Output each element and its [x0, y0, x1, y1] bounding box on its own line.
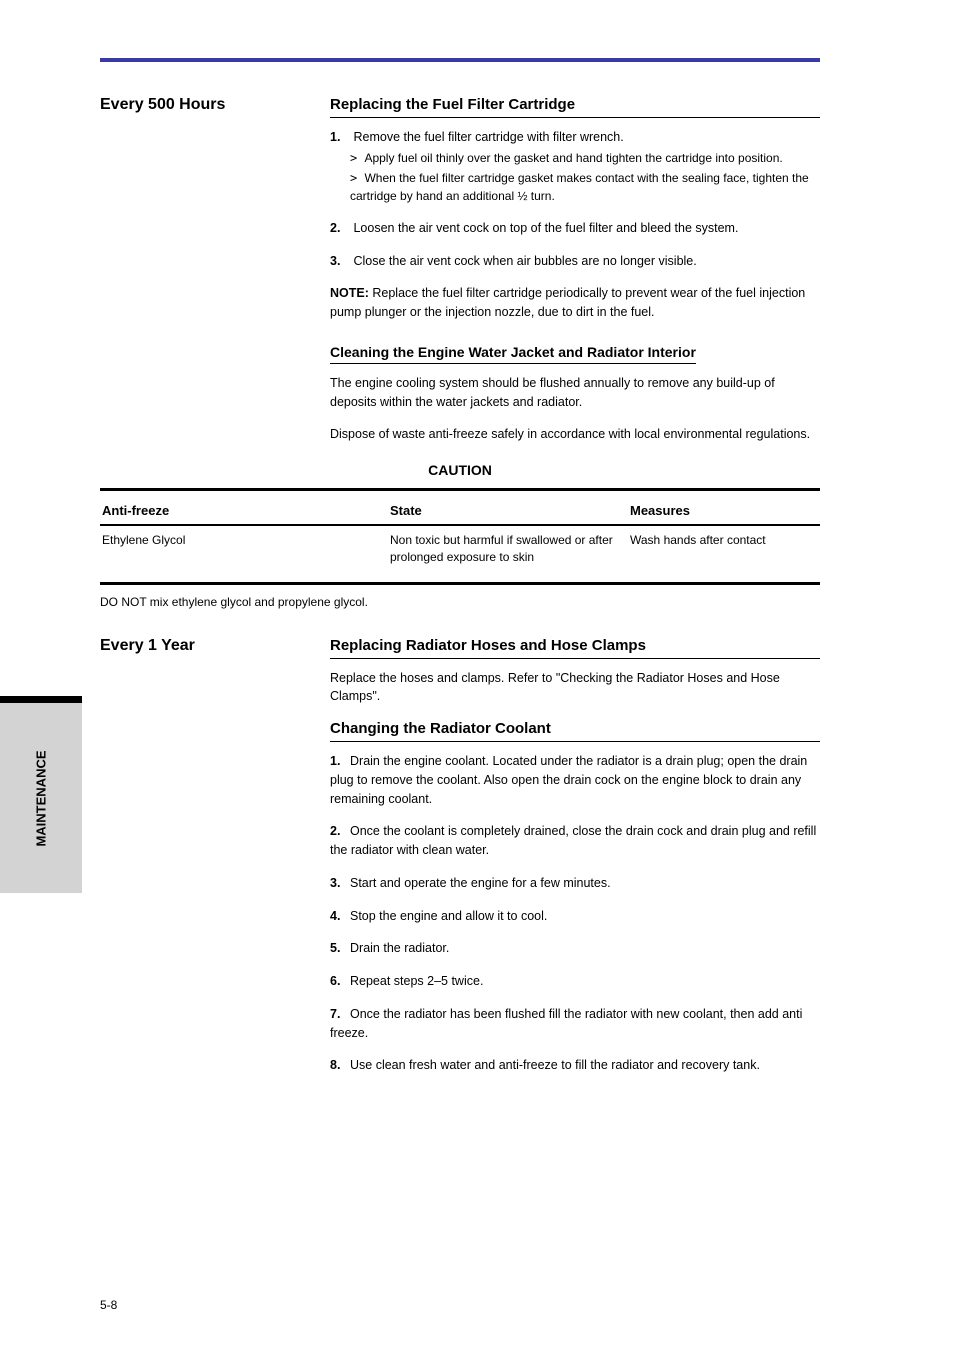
subsection-para-1: The engine cooling system should be flus… [330, 374, 820, 412]
step-text: Stop the engine and allow it to cool. [350, 909, 547, 923]
step-number: 3. [330, 874, 350, 893]
step-text: Start and operate the engine for a few m… [350, 876, 611, 890]
step-number: 7. [330, 1005, 350, 1024]
caution-rule-top [100, 488, 820, 491]
step-number: 3. [330, 252, 350, 271]
section-1-title: Replacing the Fuel Filter Cartridge [330, 96, 820, 118]
section-1-note: NOTE: Replace the fuel filter cartridge … [330, 284, 820, 322]
section-3-step-3: 3.Start and operate the engine for a few… [330, 874, 820, 893]
caution-td-3: Wash hands after contact [630, 532, 820, 566]
step-number: 1. [330, 128, 350, 147]
caution-td-2: Non toxic but harmful if swallowed or af… [390, 532, 630, 566]
step-text: Drain the radiator. [350, 941, 449, 955]
side-tab-label: MAINTENANCE [34, 750, 49, 846]
section-3-step-1: 1.Drain the engine coolant. Located unde… [330, 752, 820, 808]
caution-caption: CAUTION [100, 462, 820, 478]
caution-table-row: Ethylene Glycol Non toxic but harmful if… [100, 526, 820, 572]
section-3-step-5: 5.Drain the radiator. [330, 939, 820, 958]
subsection-title: Cleaning the Engine Water Jacket and Rad… [330, 344, 696, 364]
step-text: Close the air vent cock when air bubbles… [353, 254, 696, 268]
caution-table-header: Anti-freeze State Measures [100, 501, 820, 524]
side-tab: MAINTENANCE [0, 696, 82, 896]
section-1-step-2: 2. Loosen the air vent cock on top of th… [330, 219, 820, 238]
step-number: 2. [330, 822, 350, 841]
step-sub-b: > When the fuel filter cartridge gasket … [350, 169, 820, 205]
section-3-step-8: 8.Use clean fresh water and anti-freeze … [330, 1056, 820, 1075]
section-3-step-4: 4.Stop the engine and allow it to cool. [330, 907, 820, 926]
section-2-para: Replace the hoses and clamps. Refer to "… [330, 669, 820, 707]
caution-th-1: Anti-freeze [100, 503, 390, 518]
caution-rule-bottom [100, 582, 820, 585]
step-number: 2. [330, 219, 350, 238]
step-text: Remove the fuel filter cartridge with fi… [353, 130, 623, 144]
subsection-para-2: Dispose of waste anti-freeze safely in a… [330, 425, 820, 444]
step-number: 6. [330, 972, 350, 991]
arrow-icon: > [350, 171, 364, 185]
side-tab-cap [0, 696, 82, 703]
side-tab-body: MAINTENANCE [0, 703, 82, 893]
step-text: Once the radiator has been flushed fill … [330, 1007, 802, 1040]
step-sub-a: > Apply fuel oil thinly over the gasket … [350, 149, 820, 167]
caution-block: CAUTION Anti-freeze State Measures Ethyl… [100, 462, 820, 609]
step-sub-text: When the fuel filter cartridge gasket ma… [350, 171, 809, 203]
section-1-left-label: Every 500 Hours [100, 96, 330, 118]
section-2-title: Replacing Radiator Hoses and Hose Clamps [330, 637, 820, 659]
section-1-step-3: 3. Close the air vent cock when air bubb… [330, 252, 820, 271]
note-label: NOTE: [330, 286, 369, 300]
step-text: Repeat steps 2–5 twice. [350, 974, 483, 988]
step-number: 4. [330, 907, 350, 926]
section-3-step-2: 2.Once the coolant is completely drained… [330, 822, 820, 860]
arrow-icon: > [350, 151, 364, 165]
caution-th-3: Measures [630, 503, 820, 518]
page-number: 5-8 [100, 1298, 117, 1312]
caution-td-1: Ethylene Glycol [100, 532, 390, 566]
section-2-left-label: Every 1 Year [100, 637, 330, 659]
section-3-step-6: 6.Repeat steps 2–5 twice. [330, 972, 820, 991]
caution-note: DO NOT mix ethylene glycol and propylene… [100, 595, 820, 609]
step-number: 1. [330, 752, 350, 771]
note-text: Replace the fuel filter cartridge period… [330, 286, 805, 319]
section-1-step-1: 1. Remove the fuel filter cartridge with… [330, 128, 820, 205]
step-text: Use clean fresh water and anti-freeze to… [350, 1058, 760, 1072]
section-3-title: Changing the Radiator Coolant [330, 720, 820, 742]
caution-th-2: State [390, 503, 630, 518]
section-1-head: Every 500 Hours Replacing the Fuel Filte… [100, 96, 820, 118]
step-sub-text: Apply fuel oil thinly over the gasket an… [364, 151, 782, 165]
page-content: Every 500 Hours Replacing the Fuel Filte… [100, 58, 820, 1089]
step-text: Drain the engine coolant. Located under … [330, 754, 807, 806]
step-number: 8. [330, 1056, 350, 1075]
step-text: Loosen the air vent cock on top of the f… [353, 221, 738, 235]
step-number: 5. [330, 939, 350, 958]
subsection-body: The engine cooling system should be flus… [330, 374, 820, 444]
section-2-body: Replace the hoses and clamps. Refer to "… [330, 669, 820, 707]
step-text: Once the coolant is completely drained, … [330, 824, 816, 857]
section-2-head: Every 1 Year Replacing Radiator Hoses an… [100, 637, 820, 659]
section-3-step-7: 7.Once the radiator has been flushed fil… [330, 1005, 820, 1043]
top-rule [100, 58, 820, 62]
